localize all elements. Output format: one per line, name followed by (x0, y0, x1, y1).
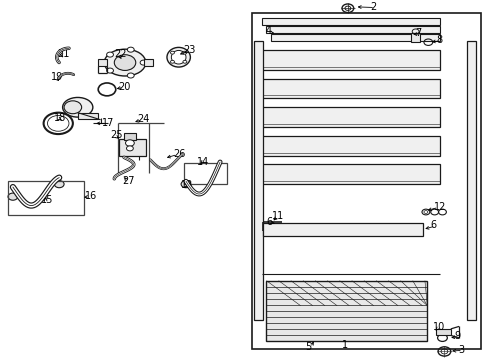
Bar (271, 34, 439, 41)
Text: 12: 12 (433, 202, 445, 212)
Text: 19: 19 (51, 72, 63, 82)
Bar (261, 136, 439, 156)
Text: 5: 5 (305, 342, 311, 352)
Bar (435, 329, 450, 336)
Bar (183, 163, 227, 184)
Bar (254, 41, 263, 320)
Circle shape (8, 193, 18, 200)
Text: 25: 25 (110, 130, 122, 140)
Bar (119, 139, 146, 156)
Text: 13: 13 (181, 180, 193, 190)
Circle shape (170, 51, 174, 54)
Circle shape (114, 55, 136, 71)
Text: 21: 21 (57, 49, 69, 59)
Circle shape (183, 51, 186, 54)
Text: 24: 24 (137, 114, 149, 124)
Text: 9: 9 (454, 331, 460, 341)
Bar (8, 181, 83, 215)
Text: 3: 3 (457, 345, 463, 355)
Circle shape (127, 73, 134, 78)
Bar (261, 107, 439, 127)
Text: 20: 20 (119, 81, 131, 91)
Circle shape (106, 52, 113, 57)
Text: 8: 8 (435, 35, 441, 45)
Bar (467, 41, 475, 320)
Text: 27: 27 (122, 176, 135, 185)
Ellipse shape (171, 50, 185, 64)
Text: 7: 7 (415, 28, 421, 38)
Circle shape (64, 101, 81, 114)
Bar (266, 26, 439, 33)
Text: 1: 1 (341, 340, 347, 350)
Text: 4: 4 (265, 27, 271, 36)
Text: 18: 18 (54, 113, 66, 123)
Bar (266, 281, 427, 341)
Bar (261, 79, 439, 98)
Text: 16: 16 (84, 191, 97, 201)
Circle shape (181, 181, 190, 188)
Text: 14: 14 (197, 157, 209, 167)
Bar (98, 59, 107, 66)
Text: 10: 10 (432, 322, 445, 332)
Text: 11: 11 (272, 211, 284, 221)
Circle shape (106, 68, 113, 73)
Text: 6: 6 (430, 220, 436, 230)
Bar (410, 33, 419, 42)
Circle shape (125, 140, 134, 146)
Bar (78, 113, 98, 119)
Text: 17: 17 (102, 118, 114, 128)
Circle shape (140, 60, 147, 65)
Ellipse shape (62, 98, 93, 117)
Circle shape (126, 146, 133, 151)
Circle shape (170, 60, 174, 63)
Ellipse shape (166, 48, 190, 67)
Text: 26: 26 (172, 149, 185, 159)
Bar (261, 18, 439, 25)
Bar (261, 50, 439, 70)
Text: 23: 23 (183, 45, 196, 55)
Text: 22: 22 (114, 49, 126, 59)
Ellipse shape (104, 49, 145, 76)
Bar (261, 165, 439, 184)
Circle shape (127, 47, 134, 52)
Circle shape (54, 181, 64, 188)
Bar (251, 13, 480, 348)
Text: 2: 2 (369, 2, 376, 12)
Text: 6: 6 (266, 217, 272, 227)
Bar (124, 133, 136, 140)
Circle shape (183, 60, 186, 63)
Text: 15: 15 (41, 195, 53, 205)
Bar (262, 224, 423, 236)
Bar (143, 59, 153, 66)
